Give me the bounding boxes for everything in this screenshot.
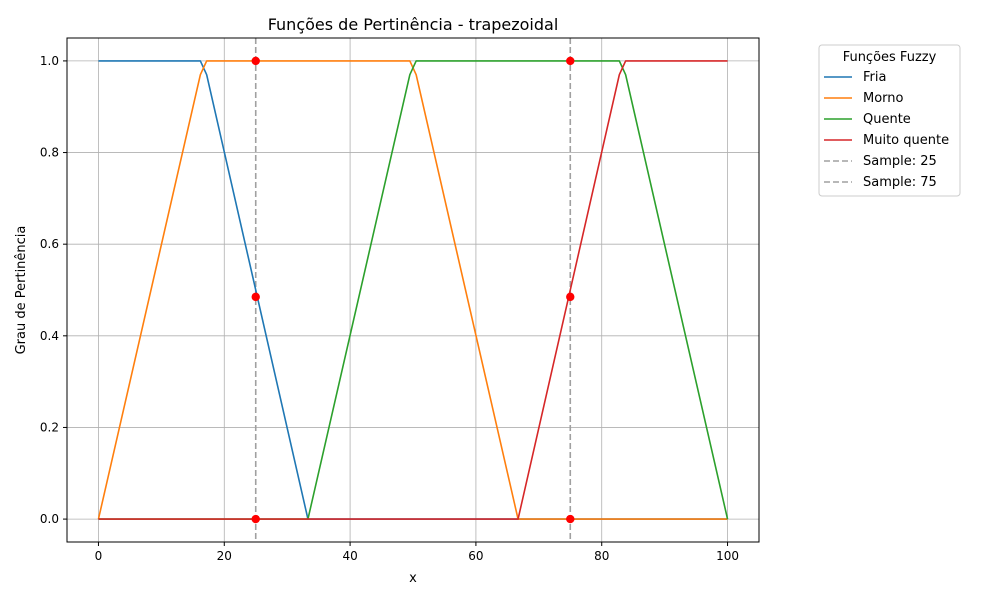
legend-label: Quente: [863, 112, 911, 127]
axis-ticks: 0 20 40 60 80 100 0.0 0.2 0.4 0.6 0.8 1.0: [40, 54, 739, 563]
y-tick-label: 0.0: [40, 512, 59, 526]
sample-marker: [251, 292, 260, 302]
sample-marker: [566, 514, 575, 524]
sample-markers: [251, 56, 575, 524]
x-axis-label: x: [409, 571, 417, 586]
plot-frame: [66, 37, 760, 543]
sample-marker: [566, 56, 575, 66]
sample-marker: [251, 56, 260, 66]
legend-label: Sample: 25: [863, 154, 937, 169]
grid: [67, 38, 759, 542]
y-tick-label: 0.2: [40, 420, 59, 434]
x-tick-label: 20: [217, 549, 232, 563]
series-line: [98, 60, 729, 520]
series-line: [98, 60, 728, 520]
x-tick-label: 0: [95, 549, 103, 563]
x-tick-label: 40: [342, 549, 357, 563]
x-tick-label: 60: [468, 549, 483, 563]
sample-marker: [566, 292, 575, 302]
y-tick-label: 0.6: [40, 237, 59, 251]
series-line: [97, 60, 728, 520]
y-axis-label: Grau de Pertinência: [14, 226, 29, 355]
legend: Funções Fuzzy Fria Morno Quente Muito quent…: [818, 44, 961, 197]
y-tick-label: 0.8: [40, 146, 59, 160]
x-tick-label: 80: [594, 549, 609, 563]
sample-marker: [251, 514, 260, 524]
x-tick-label: 100: [716, 549, 739, 563]
chart-title: Funções de Pertinência - trapezoidal: [268, 15, 559, 34]
legend-box: [818, 44, 961, 197]
series-line: [98, 60, 728, 520]
legend-label: Morno: [863, 91, 904, 106]
legend-label: Fria: [863, 70, 886, 85]
y-tick-label: 1.0: [40, 54, 59, 68]
series-lines: [97, 60, 729, 520]
legend-label: Muito quente: [863, 133, 949, 148]
y-tick-label: 0.4: [40, 329, 59, 343]
legend-label: Sample: 75: [863, 175, 937, 190]
legend-title: Funções Fuzzy: [843, 50, 937, 65]
sample-lines: [254, 38, 572, 542]
